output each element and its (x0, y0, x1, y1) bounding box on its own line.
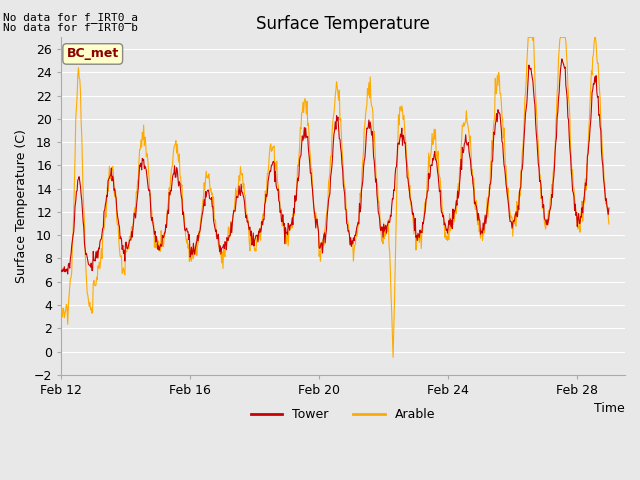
Text: Time: Time (595, 402, 625, 415)
Text: No data for f_IRT0_a: No data for f_IRT0_a (3, 12, 138, 23)
Y-axis label: Surface Temperature (C): Surface Temperature (C) (15, 129, 28, 283)
Text: BC_met: BC_met (67, 48, 119, 60)
Text: No data for f̅IRT0̅b: No data for f̅IRT0̅b (3, 23, 138, 33)
Title: Surface Temperature: Surface Temperature (256, 15, 430, 33)
Legend: Tower, Arable: Tower, Arable (246, 403, 440, 426)
